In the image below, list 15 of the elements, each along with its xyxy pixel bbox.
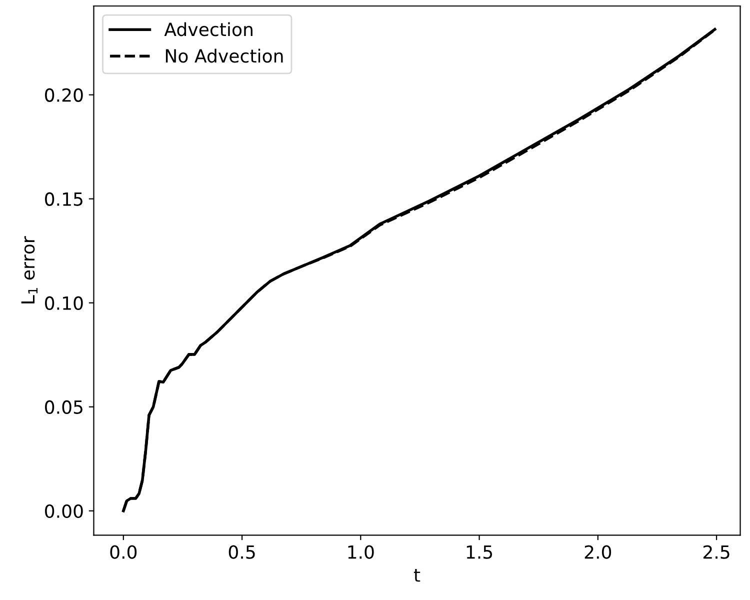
y-tick-label: 0.00 (45, 504, 83, 518)
y-tick-label: 0.05 (45, 400, 82, 414)
y-tick-label: 0.15 (45, 192, 82, 206)
x-tick-label: 0.5 (228, 545, 255, 559)
y-tick-label: 0.20 (45, 88, 83, 102)
y-axis-title: L$_{1}$ error (21, 236, 38, 304)
y-tick-label: 0.10 (45, 296, 83, 310)
x-tick-label: 0.0 (110, 545, 137, 559)
x-tick-label: 1.0 (348, 545, 374, 559)
x-tick-label: 2.0 (584, 545, 612, 559)
legend-label: No Advection (166, 48, 283, 63)
x-axis-title: t (414, 568, 420, 582)
x-tick-label: 1.5 (466, 545, 492, 559)
legend-label: Advection (164, 22, 252, 36)
x-tick-label: 2.5 (703, 545, 730, 559)
